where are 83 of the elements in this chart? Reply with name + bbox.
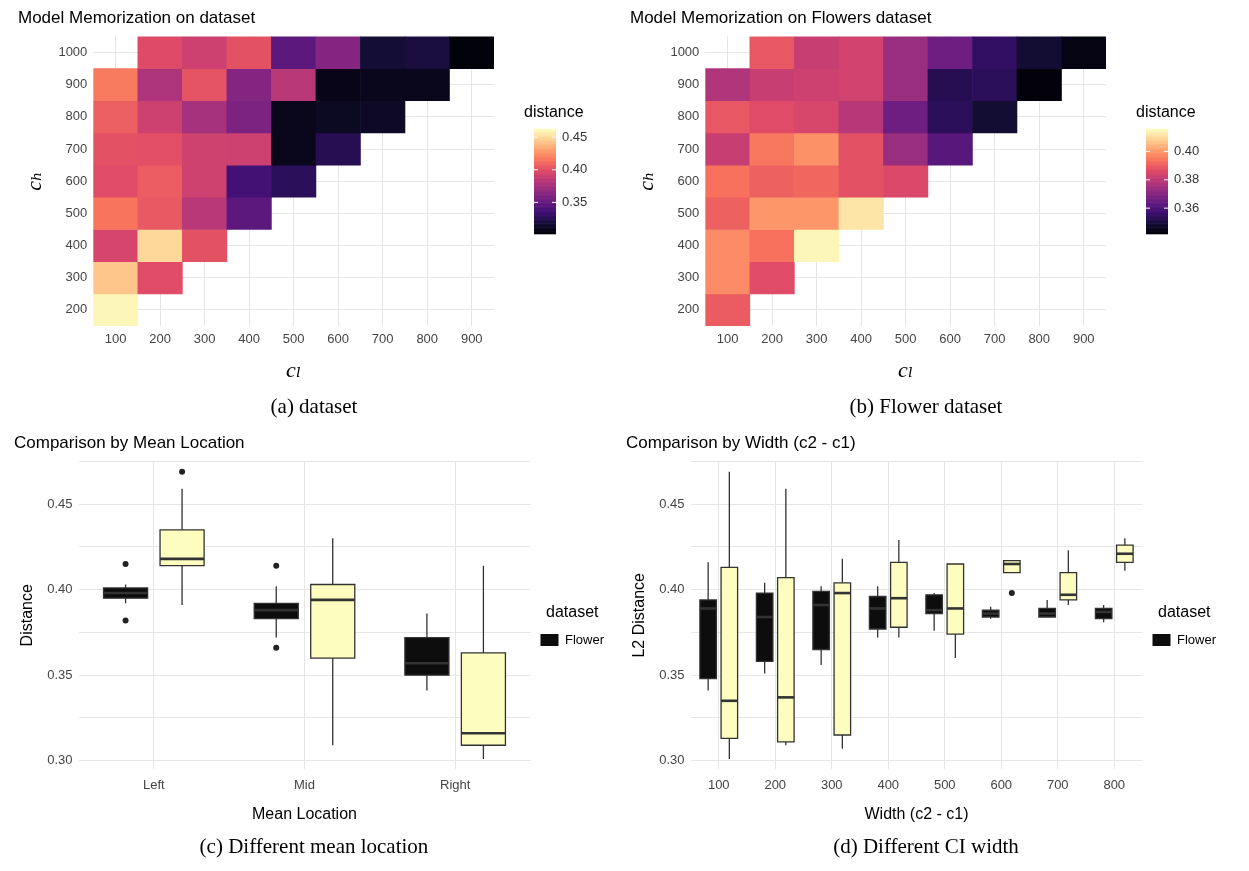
legend-label: Flower — [1176, 631, 1217, 647]
y-tick-label: 300 — [65, 269, 88, 285]
y-tick-label: 500 — [677, 204, 700, 220]
y-axis-title: cₕ — [20, 171, 46, 191]
x-tick-label: 600 — [939, 331, 962, 347]
x-tick-label: 200 — [761, 331, 783, 347]
x-tick-label: 600 — [327, 331, 350, 347]
text: (b) Flower dataset — [849, 394, 1003, 419]
x-tick-label: 600 — [990, 776, 1013, 792]
x-tick-label: 700 — [371, 331, 394, 347]
color-bar-label: 0.35 — [562, 193, 588, 209]
legend-label: Flower — [564, 631, 605, 647]
x-tick-label: Left — [142, 776, 166, 792]
x-tick-label: 300 — [820, 776, 843, 792]
color-bar-label: 0.40 — [1174, 142, 1200, 158]
y-tick-label: 0.45 — [47, 495, 73, 511]
chart-title: Model Memorization on dataset — [18, 7, 256, 27]
y-tick-label: 600 — [677, 172, 700, 188]
y-tick-label: 600 — [65, 172, 88, 188]
y-tick-label: 800 — [65, 108, 88, 124]
x-tick-label: 800 — [1028, 331, 1051, 347]
y-tick-label: 800 — [677, 108, 700, 124]
y-tick-label: 400 — [65, 237, 88, 253]
y-tick-label: 0.35 — [47, 666, 73, 682]
x-tick-label: Right — [439, 776, 471, 792]
color-bar-label: 0.45 — [562, 128, 588, 144]
y-tick-label: 0.30 — [47, 752, 73, 768]
y-tick-label: 900 — [65, 76, 88, 92]
x-tick-label: 400 — [238, 331, 260, 347]
legend-title: dataset — [1158, 602, 1212, 620]
y-tick-label: 400 — [677, 237, 700, 253]
x-tick-label: 100 — [716, 331, 739, 347]
text: (c) Different mean location — [199, 834, 429, 859]
x-tick-label: 100 — [707, 776, 730, 792]
x-tick-label: 200 — [764, 776, 787, 792]
y-tick-label: 700 — [65, 140, 88, 156]
x-axis-title: Width (c2 - c1) — [864, 804, 969, 822]
color-bar-label: 0.36 — [1174, 199, 1200, 215]
y-tick-label: 1000 — [670, 44, 700, 60]
y-tick-label: 1000 — [58, 44, 88, 60]
x-tick-label: 900 — [460, 331, 483, 347]
chart-title: Comparison by Width (c2 - c1) — [626, 432, 856, 452]
text: (a) dataset — [270, 394, 358, 419]
color-bar-title: distance — [1136, 102, 1196, 120]
y-axis-title: cₕ — [632, 171, 658, 191]
y-tick-label: 500 — [65, 204, 88, 220]
x-tick-label: 300 — [193, 331, 216, 347]
y-tick-label: 0.30 — [659, 752, 685, 768]
y-axis-title: L2 Distance — [630, 572, 648, 658]
x-tick-label: 800 — [1103, 776, 1126, 792]
x-axis-title: Mean Location — [252, 804, 357, 822]
y-tick-label: 200 — [65, 301, 88, 317]
y-tick-label: 0.45 — [659, 495, 685, 511]
x-tick-label: 500 — [933, 776, 956, 792]
text: (d) Different CI width — [833, 834, 1019, 859]
x-tick-label: 200 — [149, 331, 171, 347]
legend-title: dataset — [546, 602, 600, 620]
x-tick-label: 400 — [850, 331, 872, 347]
color-bar-label: 0.38 — [1174, 171, 1200, 187]
y-tick-label: 300 — [677, 269, 700, 285]
y-tick-label: 700 — [677, 140, 700, 156]
x-tick-label: 400 — [877, 776, 900, 792]
x-tick-label: Mid — [294, 776, 315, 792]
color-bar-label: 0.40 — [562, 161, 588, 177]
color-bar-title: distance — [524, 102, 584, 120]
x-tick-label: 700 — [1046, 776, 1069, 792]
x-axis-title: cₗ — [286, 356, 302, 382]
y-tick-label: 0.40 — [47, 581, 73, 597]
y-tick-label: 900 — [677, 76, 700, 92]
y-axis-title: Distance — [18, 584, 36, 647]
y-tick-label: 200 — [677, 301, 700, 317]
x-tick-label: 100 — [104, 331, 127, 347]
y-tick-label: 0.35 — [659, 666, 685, 682]
y-tick-label: 0.40 — [659, 581, 685, 597]
x-tick-label: 800 — [416, 331, 439, 347]
x-tick-label: 900 — [1072, 331, 1095, 347]
x-tick-label: 700 — [983, 331, 1006, 347]
x-tick-label: 500 — [894, 331, 917, 347]
x-axis-title: cₗ — [898, 356, 914, 382]
x-tick-label: 500 — [282, 331, 305, 347]
chart-title: Model Memorization on Flowers dataset — [630, 7, 932, 27]
chart-title: Comparison by Mean Location — [14, 432, 245, 452]
x-tick-label: 300 — [805, 331, 828, 347]
